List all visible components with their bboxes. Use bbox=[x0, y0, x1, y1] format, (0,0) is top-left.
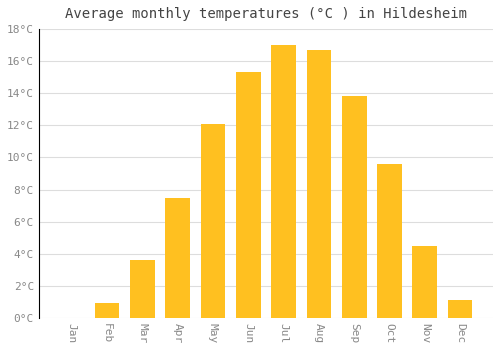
Bar bbox=[236, 72, 260, 318]
Bar bbox=[271, 45, 296, 318]
Bar bbox=[306, 50, 331, 318]
Bar bbox=[94, 303, 120, 318]
Bar bbox=[412, 246, 437, 318]
Bar bbox=[166, 197, 190, 318]
Bar bbox=[448, 300, 472, 318]
Bar bbox=[200, 124, 226, 318]
Bar bbox=[130, 260, 155, 318]
Title: Average monthly temperatures (°C ) in Hildesheim: Average monthly temperatures (°C ) in Hi… bbox=[65, 7, 467, 21]
Bar bbox=[377, 164, 402, 318]
Bar bbox=[342, 97, 366, 318]
